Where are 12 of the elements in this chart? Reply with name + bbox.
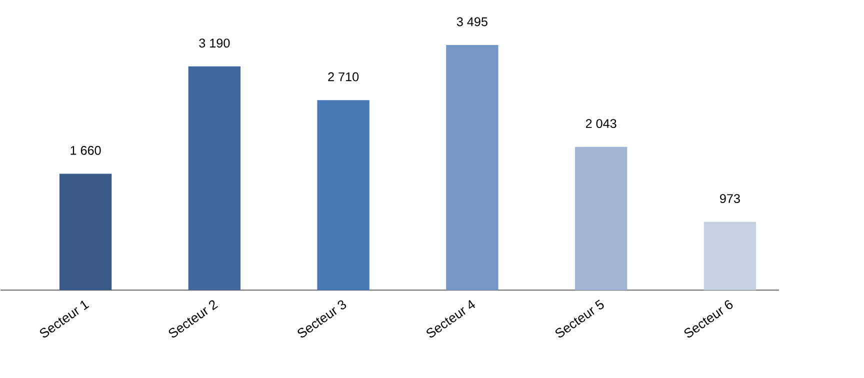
data-label: 1 660: [70, 146, 101, 156]
bar: [446, 45, 498, 290]
bar: [59, 174, 112, 290]
data-label: 3 495: [456, 18, 488, 26]
bar: [704, 222, 756, 290]
data-label: 973: [720, 194, 740, 204]
bar: [574, 147, 628, 290]
bar: [317, 100, 370, 290]
bar: [188, 66, 241, 290]
data-label: 3 190: [199, 38, 230, 48]
data-label: 2 043: [586, 119, 616, 128]
data-label: 2 710: [328, 72, 359, 82]
